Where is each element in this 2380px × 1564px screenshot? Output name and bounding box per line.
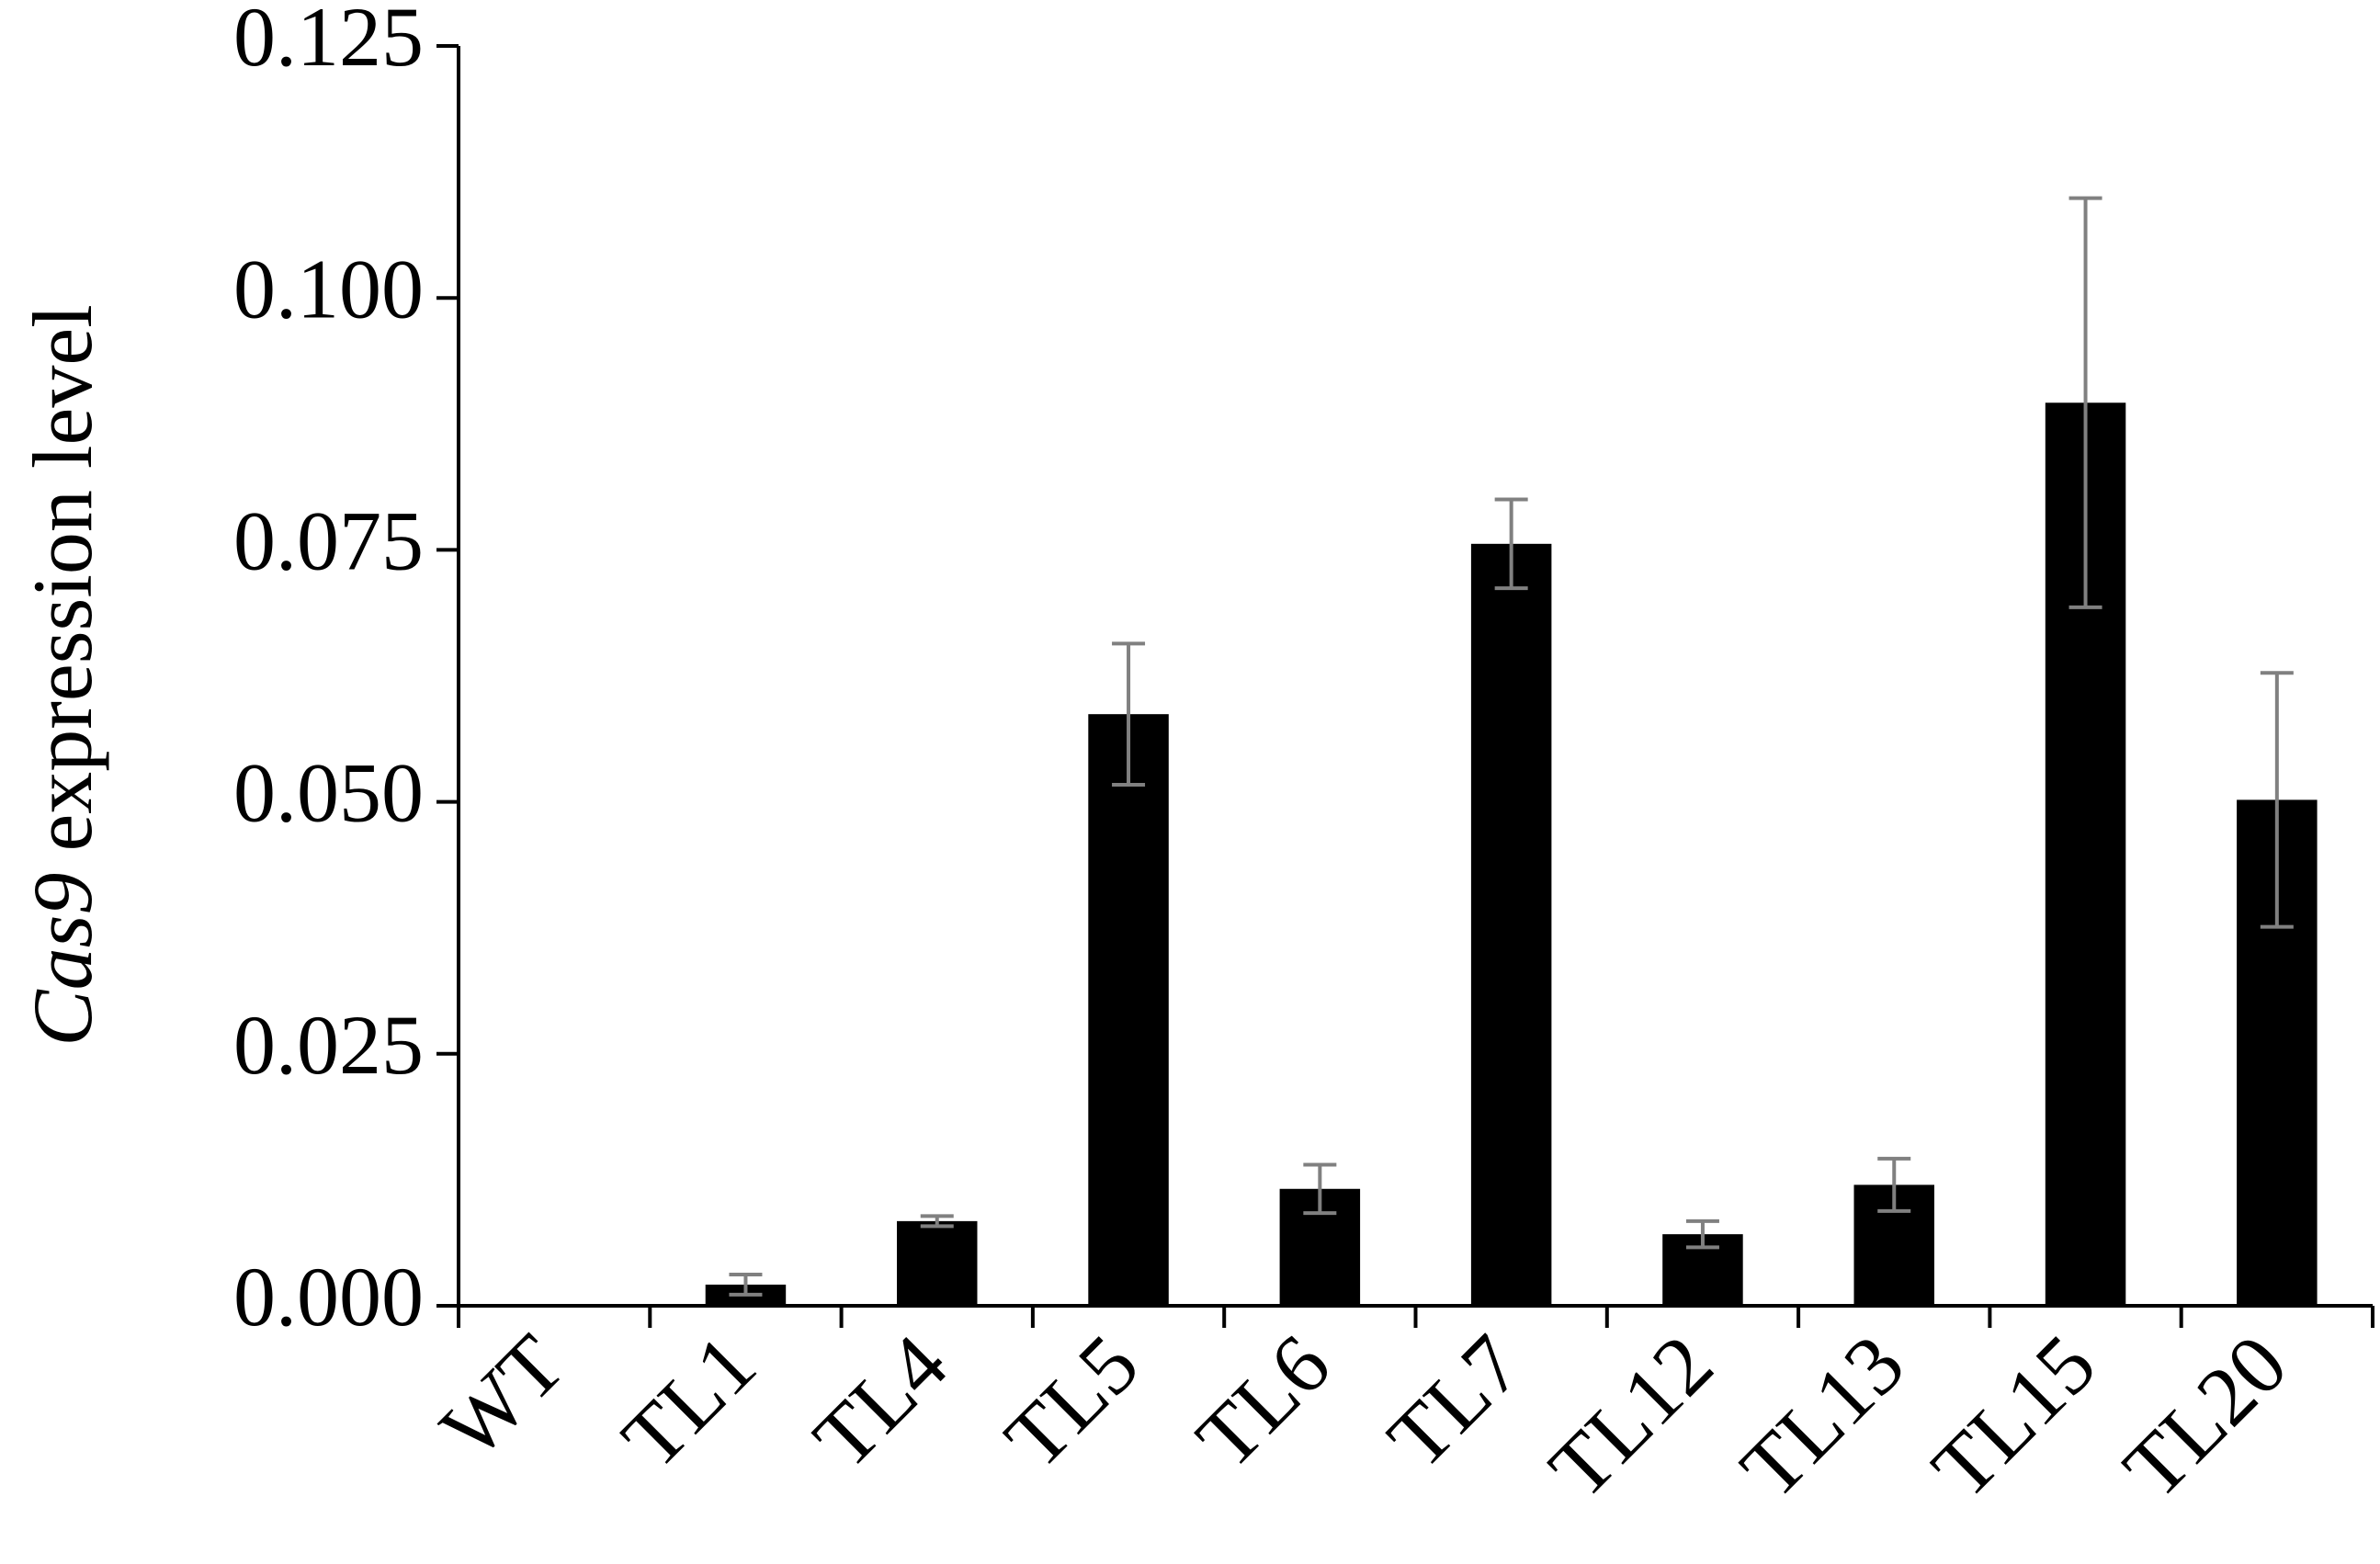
- y-axis-label-italic: Cas9: [16, 873, 109, 1047]
- y-tick-label: 0.050: [233, 746, 424, 840]
- y-tick-label: 0.125: [233, 0, 424, 84]
- y-tick-label: 0.025: [233, 998, 424, 1092]
- x-tick-label: TL5: [987, 1317, 1156, 1486]
- x-tick-label: TL13: [1723, 1317, 1922, 1516]
- x-tick-label: TL15: [1914, 1317, 2114, 1516]
- x-tick-label: WT: [423, 1317, 582, 1476]
- x-tick-label: TL12: [1531, 1317, 1730, 1516]
- bar: [1088, 714, 1169, 1306]
- x-tick-label: TL1: [604, 1317, 773, 1486]
- x-tick-label: TL7: [1370, 1317, 1539, 1486]
- y-axis-label-text: expression level: [16, 304, 109, 851]
- y-tick-label: 0.075: [233, 494, 424, 588]
- x-tick-label: TL4: [796, 1317, 965, 1486]
- y-tick-label: 0.100: [233, 242, 424, 335]
- x-tick-label: TL20: [2105, 1317, 2305, 1516]
- y-axis-label: Cas9 expression level: [16, 304, 109, 1046]
- y-tick-label: 0.000: [233, 1250, 424, 1343]
- x-tick-label: TL6: [1178, 1317, 1347, 1486]
- bar: [1470, 543, 1552, 1306]
- bar: [897, 1220, 978, 1306]
